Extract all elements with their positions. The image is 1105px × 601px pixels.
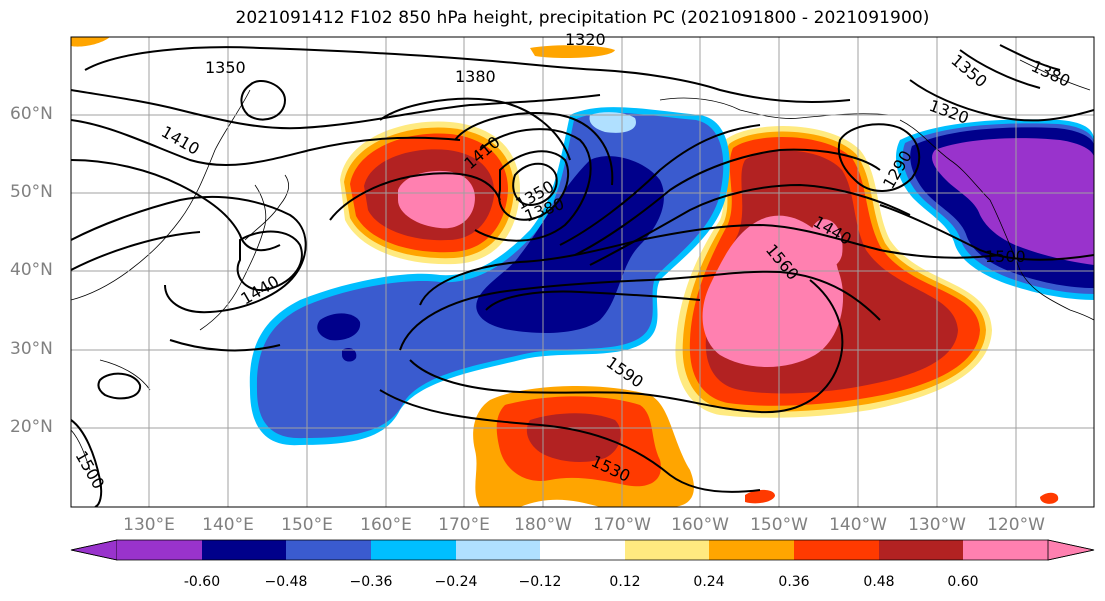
colorbar-tick: -0.60 bbox=[183, 574, 221, 590]
colorbar-tick: 0.48 bbox=[863, 574, 895, 590]
lat-label: 30°N bbox=[10, 339, 53, 359]
lon-label: 130°W bbox=[908, 515, 966, 535]
lon-label: 180°W bbox=[514, 515, 572, 535]
lon-label: 170°E bbox=[438, 515, 490, 535]
colorbar-tick: 0.24 bbox=[693, 574, 725, 590]
colorbar-segment bbox=[879, 540, 963, 560]
anomaly-positive-south bbox=[71, 37, 1059, 507]
map-frame bbox=[70, 36, 1095, 508]
lat-label: 60°N bbox=[10, 104, 53, 124]
anomaly-negative-central bbox=[249, 107, 730, 446]
anomaly-positive-east bbox=[675, 126, 992, 418]
colorbar-segment bbox=[456, 540, 540, 560]
lon-label: 160°E bbox=[360, 515, 412, 535]
lon-label: 130°E bbox=[123, 515, 175, 535]
colorbar-tick: 0.36 bbox=[778, 574, 810, 590]
contour-label: 1350 bbox=[205, 58, 246, 77]
colorbar-tick: −0.24 bbox=[434, 574, 478, 590]
colorbar-segment bbox=[371, 540, 456, 560]
contour-label: 1320 bbox=[565, 30, 606, 49]
anomaly-negative-northeast bbox=[895, 119, 1094, 300]
lon-label: 140°E bbox=[202, 515, 254, 535]
colorbar-segment bbox=[117, 540, 202, 560]
lon-label: 150°E bbox=[281, 515, 333, 535]
colorbar-tick: −0.48 bbox=[264, 574, 308, 590]
lon-label: 120°W bbox=[987, 515, 1045, 535]
contour-label: 1380 bbox=[455, 67, 496, 86]
colorbar-segment bbox=[286, 540, 371, 560]
contour-label: 1500 bbox=[985, 247, 1026, 266]
colorbar-tick: −0.12 bbox=[518, 574, 562, 590]
colorbar-segment bbox=[963, 540, 1048, 560]
map-title: 2021091412 F102 850 hPa height, precipit… bbox=[235, 8, 930, 28]
height-contours bbox=[71, 44, 1094, 507]
colorbar-segment bbox=[709, 540, 794, 560]
colorbar-tick: 0.12 bbox=[609, 574, 641, 590]
colorbar-tick: 0.60 bbox=[947, 574, 979, 590]
lon-label: 150°W bbox=[750, 515, 808, 535]
colorbar-segment bbox=[794, 540, 879, 560]
graticule bbox=[71, 37, 1094, 507]
colorbar-segment bbox=[202, 540, 286, 560]
lon-label: 170°W bbox=[593, 515, 651, 535]
lat-label: 40°N bbox=[10, 260, 53, 280]
lon-label: 160°W bbox=[671, 515, 729, 535]
colorbar-extend-high bbox=[1047, 539, 1095, 561]
colorbar-tick: −0.36 bbox=[349, 574, 393, 590]
lat-label: 20°N bbox=[10, 417, 53, 437]
colorbar-segment bbox=[540, 540, 625, 560]
lon-label: 140°W bbox=[829, 515, 887, 535]
lat-label: 50°N bbox=[10, 182, 53, 202]
colorbar-extend-low bbox=[70, 539, 118, 561]
colorbar-segment bbox=[625, 540, 709, 560]
colorbar bbox=[70, 539, 1095, 561]
